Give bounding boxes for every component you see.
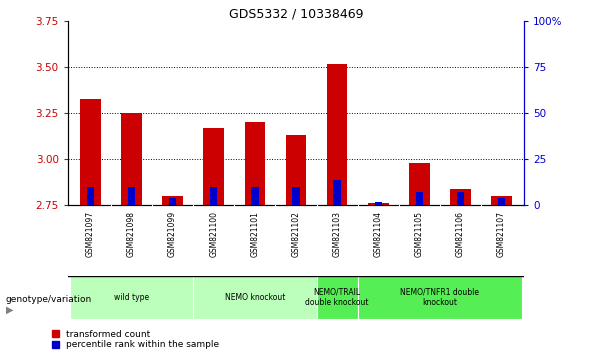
Text: GSM821100: GSM821100	[209, 211, 219, 257]
Text: genotype/variation: genotype/variation	[6, 295, 92, 304]
Bar	[498, 198, 505, 205]
Text: GSM821103: GSM821103	[333, 211, 342, 257]
Text: NEMO knockout: NEMO knockout	[224, 293, 285, 302]
Bar	[210, 187, 217, 205]
Bar	[70, 276, 193, 319]
Bar	[128, 187, 135, 205]
Text: NEMO/TRAIL
double knockout: NEMO/TRAIL double knockout	[305, 288, 369, 307]
Bar	[327, 64, 348, 205]
Bar	[292, 187, 300, 205]
Bar	[80, 98, 101, 205]
Text: NEMO/TNFR1 double
knockout: NEMO/TNFR1 double knockout	[401, 288, 479, 307]
Bar	[368, 204, 389, 205]
Text: GSM821099: GSM821099	[168, 211, 177, 257]
Legend: transformed count, percentile rank within the sample: transformed count, percentile rank withi…	[52, 330, 219, 349]
Bar	[163, 196, 183, 205]
Text: GSM821097: GSM821097	[86, 211, 95, 257]
Bar	[375, 202, 382, 205]
Bar	[87, 187, 94, 205]
Text: GSM821106: GSM821106	[456, 211, 465, 257]
Bar	[450, 189, 471, 205]
Bar	[121, 113, 142, 205]
Text: wild type: wild type	[114, 293, 149, 302]
Bar	[416, 193, 423, 205]
Text: GSM821101: GSM821101	[250, 211, 259, 257]
Text: GSM821105: GSM821105	[415, 211, 424, 257]
Bar	[169, 198, 176, 205]
Text: GSM821104: GSM821104	[373, 211, 383, 257]
Text: ▶: ▶	[6, 305, 14, 315]
Text: GSM821102: GSM821102	[292, 211, 300, 257]
Bar	[244, 122, 265, 205]
Bar	[316, 276, 358, 319]
Bar	[286, 135, 306, 205]
Bar	[358, 276, 522, 319]
Text: GSM821098: GSM821098	[127, 211, 136, 257]
Bar	[203, 128, 224, 205]
Title: GDS5332 / 10338469: GDS5332 / 10338469	[229, 7, 363, 20]
Bar	[456, 193, 464, 205]
Bar	[333, 179, 341, 205]
Bar	[251, 187, 259, 205]
Bar	[409, 163, 429, 205]
Text: GSM821107: GSM821107	[497, 211, 506, 257]
Bar	[193, 276, 316, 319]
Bar	[491, 196, 512, 205]
